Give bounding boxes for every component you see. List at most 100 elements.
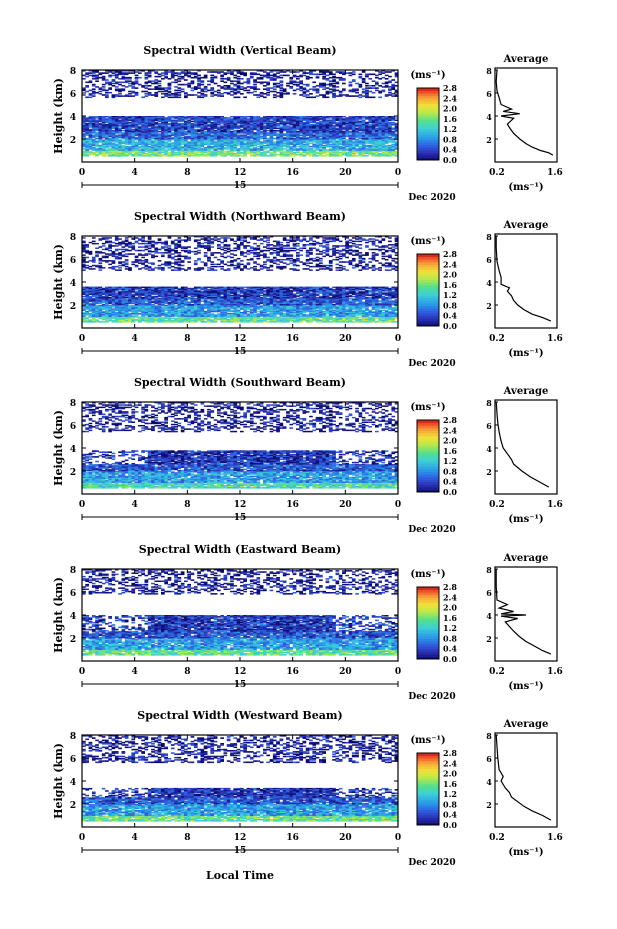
heatmap-cell — [279, 153, 284, 156]
heatmap-cell — [88, 137, 93, 140]
heatmap-cell — [325, 127, 330, 129]
heatmap-cell — [114, 129, 119, 132]
heatmap-cell — [381, 151, 386, 154]
heatmap-cell — [226, 310, 231, 313]
heatmap-cell — [151, 122, 155, 125]
heatmap-cell — [88, 124, 93, 126]
heatmap-cell — [157, 125, 162, 127]
heatmap-cell — [319, 117, 323, 119]
heatmap-cell — [394, 150, 399, 152]
heatmap-cell — [302, 118, 307, 120]
heatmap-cell — [325, 140, 330, 142]
heatmap-cell — [161, 148, 165, 150]
heatmap-cell — [315, 129, 320, 132]
heatmap-cell — [292, 148, 297, 150]
heatmap-cell — [361, 147, 366, 149]
heatmap-cell — [289, 143, 294, 146]
heatmap-cell — [177, 155, 182, 157]
heatmap-cell — [292, 127, 297, 129]
heatmap-cell — [292, 134, 297, 136]
heatmap-cell — [381, 121, 386, 124]
heatmap-cell — [355, 117, 359, 119]
heatmap-cell — [325, 79, 330, 81]
heatmap-cell — [312, 81, 317, 84]
heatmap-cell — [289, 122, 294, 125]
heatmap-cell — [230, 71, 234, 73]
heatmap-cell — [286, 149, 290, 151]
heatmap-cell — [223, 321, 228, 323]
heatmap-cell — [391, 124, 396, 126]
heatmap-cell — [108, 126, 112, 128]
x-tick-label: 8 — [184, 168, 190, 178]
heatmap-cell — [121, 142, 126, 144]
heatmap-cell — [348, 134, 353, 136]
heatmap-cell — [348, 127, 353, 129]
heatmap-cell — [371, 121, 376, 124]
heatmap-cell — [236, 125, 241, 127]
heatmap-cell — [240, 141, 244, 143]
heatmap-cell — [88, 139, 93, 141]
heatmap-cell — [351, 80, 356, 82]
heatmap-cell — [187, 151, 191, 154]
heatmap-cell — [322, 133, 326, 135]
heatmap-cell — [197, 128, 201, 131]
heatmap-cell — [358, 121, 363, 124]
heatmap-cell — [121, 134, 126, 136]
heatmap-cell — [180, 124, 185, 126]
heatmap-cell — [328, 137, 333, 140]
heatmap-cell — [197, 74, 201, 77]
heatmap-cell — [213, 132, 218, 134]
heatmap-cell — [312, 319, 317, 322]
heatmap-cell — [101, 140, 106, 142]
heatmap-cell — [161, 141, 165, 143]
heatmap-cell — [95, 141, 99, 143]
heatmap-cell — [213, 71, 218, 73]
heatmap-cell — [164, 119, 168, 121]
heatmap-cell — [368, 147, 373, 149]
heatmap-cell — [276, 70, 280, 72]
heatmap-cell — [95, 142, 99, 144]
heatmap-cell — [368, 127, 373, 129]
heatmap-cell — [361, 122, 366, 125]
heatmap-cell — [259, 117, 264, 119]
heatmap-cell — [170, 124, 175, 126]
heatmap-cell — [319, 150, 323, 152]
heatmap-cell — [259, 144, 264, 147]
heatmap-cell — [131, 148, 136, 150]
heatmap-cell — [200, 96, 205, 99]
heatmap-cell — [348, 117, 353, 119]
heatmap-cell — [114, 136, 119, 139]
heatmap-cell — [348, 125, 353, 127]
heatmap-cell — [114, 86, 119, 88]
heatmap-cell — [263, 117, 267, 119]
heatmap-cell — [266, 141, 270, 143]
heatmap-cell — [240, 142, 244, 144]
heatmap-cell — [95, 127, 99, 129]
heatmap-cell — [128, 124, 132, 126]
heatmap-cell — [279, 134, 284, 136]
heatmap-cell — [302, 127, 307, 129]
heatmap-cell — [361, 81, 366, 84]
heatmap-cell — [101, 125, 106, 127]
heatmap-cell — [177, 83, 182, 86]
heatmap-cell — [384, 140, 389, 142]
heatmap-cell — [88, 126, 93, 128]
heatmap-cell — [210, 129, 215, 132]
heatmap-cell — [279, 124, 284, 126]
heatmap-cell — [358, 76, 363, 79]
heatmap-cell — [335, 132, 340, 134]
heatmap-cell — [193, 122, 198, 125]
heatmap-cell — [164, 124, 168, 126]
heatmap-cell — [220, 128, 224, 131]
heatmap-cell — [361, 117, 366, 119]
heatmap-cell — [355, 140, 359, 142]
heatmap-cell — [305, 85, 310, 87]
heatmap-cell — [266, 143, 270, 146]
heatmap-cell — [213, 82, 218, 85]
heatmap-cell — [388, 137, 392, 140]
heatmap-cell — [384, 130, 389, 133]
heatmap-cell — [371, 153, 376, 156]
heatmap-cell — [296, 124, 300, 126]
heatmap-cell — [361, 121, 366, 124]
heatmap-cell — [276, 124, 280, 126]
